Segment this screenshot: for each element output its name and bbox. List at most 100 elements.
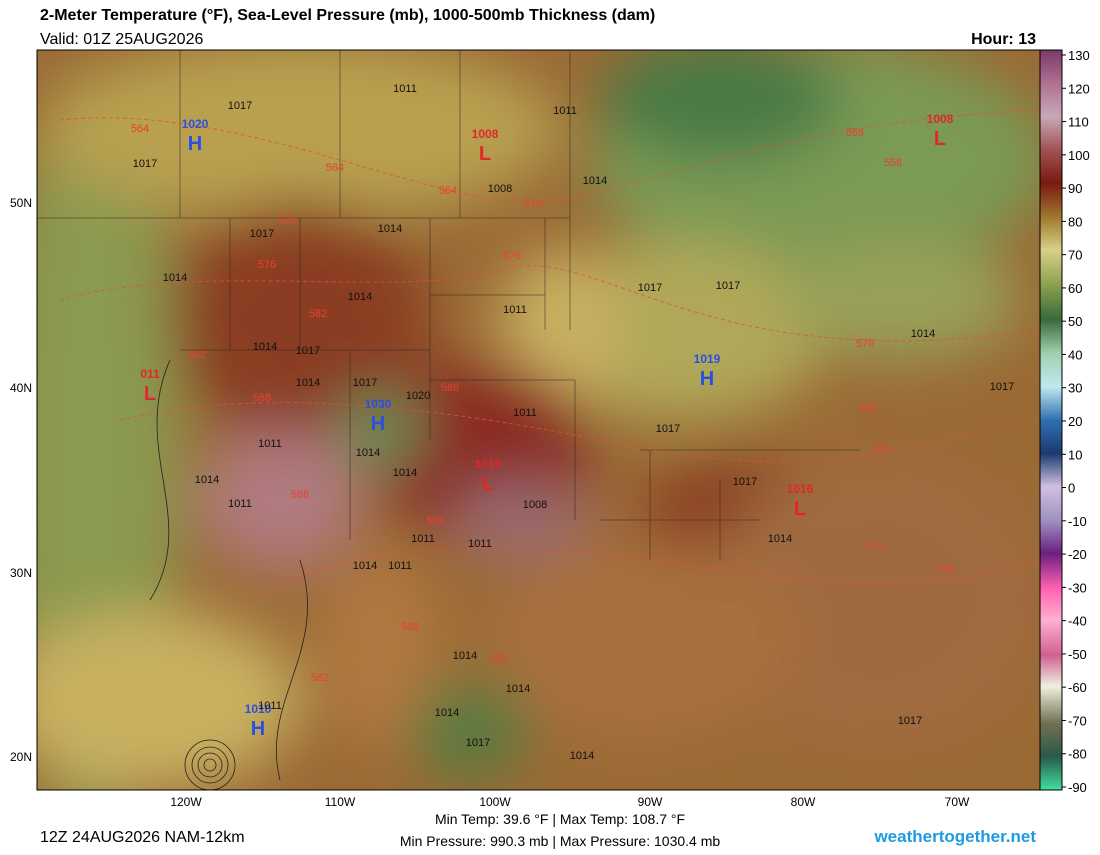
hour: Hour: 13 bbox=[971, 31, 1036, 48]
isobar-label: 1014 bbox=[253, 341, 277, 353]
isobar-label: 1017 bbox=[228, 100, 252, 112]
colorbar-tick-label: 40 bbox=[1068, 347, 1082, 362]
thickness-label: 582 bbox=[311, 672, 329, 684]
isobar-label: 1014 bbox=[393, 467, 417, 479]
isobar-label: 1017 bbox=[296, 345, 320, 357]
colorbar-tick-label: 70 bbox=[1068, 248, 1082, 263]
pressure-center-value: 1020 bbox=[182, 117, 209, 131]
isobar-label: 1014 bbox=[296, 377, 320, 389]
thickness-label: 588 bbox=[253, 392, 271, 404]
pressure-center-letter: H bbox=[700, 368, 714, 390]
colorbar-tick-label: -30 bbox=[1068, 580, 1087, 595]
temp-range: Min Temp: 39.6 °F | Max Temp: 108.7 °F bbox=[435, 811, 685, 827]
latitude-label: 30N bbox=[10, 566, 32, 580]
thickness-label: 576 bbox=[856, 338, 874, 350]
thickness-label: 576 bbox=[503, 250, 521, 262]
colorbar-tick-label: 60 bbox=[1068, 281, 1082, 296]
isobar-label: 1011 bbox=[258, 438, 282, 450]
isobar-label: 1011 bbox=[503, 304, 527, 316]
thickness-label: 594 bbox=[427, 515, 445, 527]
isobar-label: 1011 bbox=[393, 83, 417, 95]
isobar-label: 1014 bbox=[195, 474, 219, 486]
map-field bbox=[37, 50, 1040, 790]
isobar-label: 1011 bbox=[553, 105, 577, 117]
longitude-label: 70W bbox=[945, 795, 970, 809]
pressure-center-value: 1010 bbox=[245, 702, 272, 716]
thickness-label: 558 bbox=[884, 157, 902, 169]
colorbar-tick-label: 90 bbox=[1068, 181, 1082, 196]
isobar-label: 1014 bbox=[435, 707, 459, 719]
isobar-label: 1011 bbox=[468, 538, 492, 550]
isobar-label: 1011 bbox=[388, 560, 412, 572]
isobar-label: 1011 bbox=[228, 498, 252, 510]
colorbar-tick-label: 0 bbox=[1068, 481, 1075, 496]
site-link[interactable]: weathertogether.net bbox=[873, 827, 1036, 846]
isobar-label: 1020 bbox=[406, 390, 430, 402]
colorbar-tick-label: 80 bbox=[1068, 214, 1082, 229]
colorbar-tick-label: 100 bbox=[1068, 148, 1090, 163]
thickness-label: 576 bbox=[936, 564, 954, 576]
colorbar-tick-label: -10 bbox=[1068, 514, 1087, 529]
longitude-label: 120W bbox=[170, 795, 202, 809]
pressure-center-letter: L bbox=[482, 473, 494, 495]
colorbar-tick-label: -80 bbox=[1068, 747, 1087, 762]
colorbar-tick-label: -40 bbox=[1068, 614, 1087, 629]
thickness-label: 582 bbox=[309, 308, 327, 320]
isobar-label: 1014 bbox=[583, 175, 607, 187]
isobar-label: 1017 bbox=[353, 377, 377, 389]
thickness-label: 588 bbox=[291, 489, 309, 501]
pressure-range: Min Pressure: 990.3 mb | Max Pressure: 1… bbox=[400, 833, 721, 849]
colorbar-tick-label: 30 bbox=[1068, 381, 1082, 396]
isobar-label: 1014 bbox=[453, 650, 477, 662]
thickness-label: 570 bbox=[873, 444, 891, 456]
isobar-label: 1017 bbox=[733, 476, 757, 488]
thickness-label: 588 bbox=[441, 382, 459, 394]
isobar-label: 1014 bbox=[348, 291, 372, 303]
longitude-label: 80W bbox=[791, 795, 816, 809]
pressure-center-letter: H bbox=[188, 133, 202, 155]
colorbar-tick-label: 130 bbox=[1068, 48, 1090, 63]
isobar-label: 1014 bbox=[353, 560, 377, 572]
isobar-label: 1017 bbox=[133, 158, 157, 170]
title: 2-Meter Temperature (°F), Sea-Level Pres… bbox=[40, 7, 655, 24]
colorbar-tick-label: -70 bbox=[1068, 713, 1087, 728]
thickness-label: 570 bbox=[279, 215, 297, 227]
isobar-label: 1017 bbox=[656, 423, 680, 435]
latitude-label: 40N bbox=[10, 381, 32, 395]
pressure-center-letter: H bbox=[371, 413, 385, 435]
colorbar-tick-label: 10 bbox=[1068, 447, 1082, 462]
isobar-label: 1017 bbox=[990, 381, 1014, 393]
colorbar-tick-label: -60 bbox=[1068, 680, 1087, 695]
isobar-label: 1008 bbox=[523, 499, 547, 511]
latitude-label: 50N bbox=[10, 196, 32, 210]
colorbar-tick-label: 50 bbox=[1068, 314, 1082, 329]
colorbar-tick-label: 110 bbox=[1068, 115, 1089, 130]
colorbar-tick-label: -50 bbox=[1068, 647, 1087, 662]
thickness-label: 558 bbox=[846, 127, 864, 139]
colorbar-tick-label: -20 bbox=[1068, 547, 1087, 562]
pressure-center-letter: L bbox=[794, 498, 806, 520]
isobar-label: 1014 bbox=[768, 533, 792, 545]
thickness-label: 576 bbox=[866, 541, 884, 553]
isobar-label: 1011 bbox=[513, 407, 537, 419]
isobar-label: 1011 bbox=[411, 533, 435, 545]
pressure-center-value: 011 bbox=[140, 367, 160, 381]
colorbar-tick-label: 20 bbox=[1068, 414, 1082, 429]
thickness-label: 582 bbox=[188, 349, 206, 361]
thickness-label: 564 bbox=[131, 123, 149, 135]
colorbar-tick-label: -90 bbox=[1068, 780, 1087, 795]
latitude-label: 20N bbox=[10, 750, 32, 764]
isobar-label: 1008 bbox=[488, 183, 512, 195]
pressure-center-value: 1019 bbox=[694, 352, 721, 366]
valid-time: Valid: 01Z 25AUG2026 bbox=[40, 31, 203, 48]
colorbar bbox=[1039, 49, 1063, 791]
thickness-label: 570 bbox=[524, 198, 542, 210]
isobar-label: 1017 bbox=[250, 228, 274, 240]
pressure-center-letter: L bbox=[479, 143, 491, 165]
pressure-center-value: 1016 bbox=[787, 482, 814, 496]
isobar-label: 1014 bbox=[570, 750, 594, 762]
isobar-label: 1014 bbox=[506, 683, 530, 695]
isobar-label: 1017 bbox=[466, 737, 490, 749]
